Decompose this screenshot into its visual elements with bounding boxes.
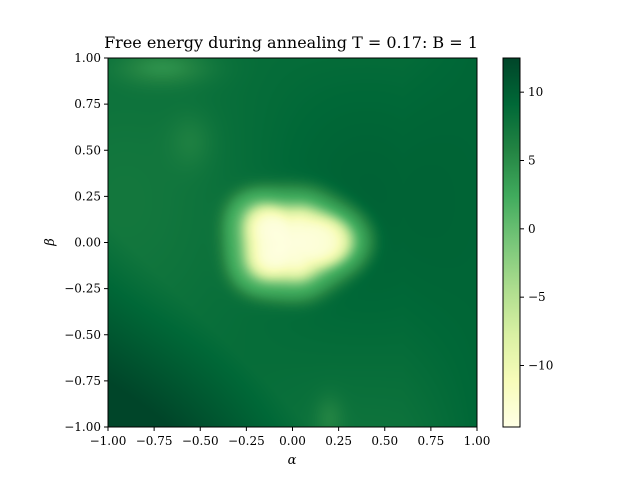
- colorbar-frame: [502, 57, 521, 428]
- colorbar-tick-label: 10: [528, 85, 543, 99]
- y-tick-label: 0.75: [74, 97, 101, 111]
- x-tick-label: 1.00: [464, 434, 491, 448]
- x-axis: −1.00 −0.75 −0.50 −0.25 0.00 0.25 0.50 0.75 1.00: [90, 427, 491, 448]
- y-tick-label: 1.00: [74, 51, 101, 65]
- x-tick-label: 0.75: [418, 434, 445, 448]
- y-tick-label: −0.75: [64, 374, 101, 388]
- colorbar-tick-label: −10: [528, 359, 553, 373]
- x-tick-label: −1.00: [90, 434, 127, 448]
- y-tick-label: 0.00: [74, 236, 101, 250]
- y-tick-label: −0.25: [64, 282, 101, 296]
- y-axis: 1.00 0.75 0.50 0.25 0.00 −0.25 −0.50 −0.75 −1.00: [64, 51, 108, 434]
- x-tick-label: −0.25: [228, 434, 265, 448]
- colorbar-tick-label: 5: [528, 154, 536, 168]
- x-tick-label: −0.75: [136, 434, 173, 448]
- y-tick-label: 0.50: [74, 143, 101, 157]
- x-tick-label: −0.50: [182, 434, 219, 448]
- x-tick-label: 0.00: [279, 434, 306, 448]
- x-axis-label: α: [288, 453, 297, 468]
- y-tick-label: 0.25: [74, 189, 101, 203]
- x-tick-label: 0.50: [371, 434, 398, 448]
- heatmap-surface: [108, 58, 477, 427]
- colorbar: 10 5 0 −5 −10: [502, 57, 553, 428]
- y-tick-label: −1.00: [64, 420, 101, 434]
- colorbar-tick-label: −5: [528, 290, 546, 304]
- x-tick-label: 0.25: [325, 434, 352, 448]
- colorbar-gradient: [503, 58, 520, 427]
- y-axis-label: β: [43, 238, 58, 247]
- y-tick-label: −0.50: [64, 328, 101, 342]
- plot-area: [107, 57, 478, 428]
- colorbar-tick-label: 0: [528, 222, 536, 236]
- chart-title: Free energy during annealing T = 0.17: B…: [104, 33, 478, 52]
